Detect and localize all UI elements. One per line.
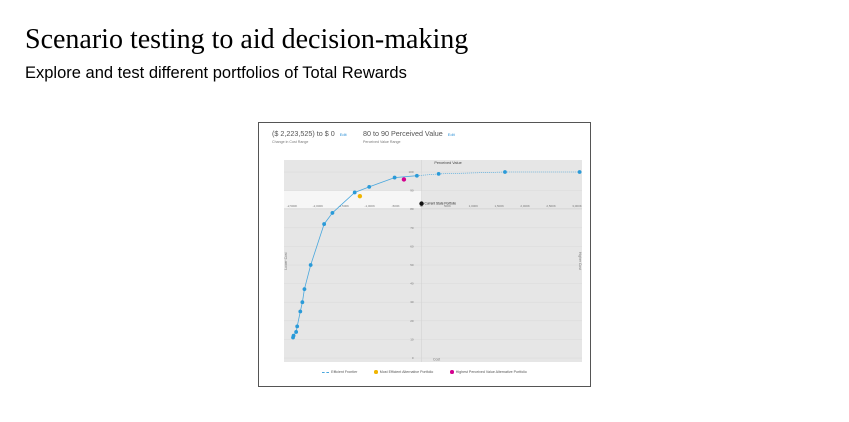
y-tick-label: 100 (409, 170, 414, 174)
frontier-point (392, 175, 397, 180)
frontier-point (436, 171, 441, 176)
y-tick-label: 20 (410, 319, 414, 323)
frontier-point (300, 300, 305, 305)
legend-highest-value: Highest Perceived Value Alternative Port… (450, 370, 527, 374)
frontier-point (322, 222, 327, 226)
frontier-point (414, 173, 419, 178)
current-state-label: Current State Portfolio (425, 202, 457, 206)
slide-title: Scenario testing to aid decision-making (25, 24, 469, 55)
cost-range-edit-link[interactable]: Edit (339, 132, 347, 137)
value-range-edit-link[interactable]: Edit (447, 132, 455, 137)
x-tick-label: -1,000K (364, 204, 375, 208)
value-range-band (284, 190, 422, 210)
slide-subtitle: Explore and test different portfolios of… (25, 64, 407, 82)
x-tick-label: -2,500K (287, 204, 298, 208)
x-tick-label: 0K (420, 204, 424, 208)
most-efficient-point (357, 193, 363, 199)
x-tick-label: -1,500K (339, 204, 350, 208)
chart-title: Perceived Value (434, 161, 461, 165)
frontier-point (295, 324, 300, 329)
x-axis-label: Cost (433, 358, 440, 362)
x-tick-label: 2,500K (546, 204, 556, 208)
x-tick-label: 500K (444, 204, 451, 208)
value-range-value: 80 to 90 Perceived Value (363, 129, 443, 138)
x-tick-label: 1,000K (469, 204, 479, 208)
y-tick-label: 60 (410, 244, 414, 248)
y-tick-label: 70 (410, 226, 414, 230)
y-tick-label: 50 (410, 263, 414, 267)
frontier-point (298, 309, 303, 314)
x-tick-label: -500K (392, 204, 400, 208)
x-tick-label: -2,000K (313, 204, 324, 208)
highest-value-point (401, 177, 407, 182)
value-range-filter: 80 to 90 Perceived Value Edit (363, 129, 455, 138)
frontier-point (294, 330, 299, 334)
legend-most-efficient: Most Efficient Alternative Portfolio (374, 370, 433, 374)
frontier-point (577, 170, 582, 174)
y-tick-label: 10 (410, 337, 414, 341)
current-state-point (419, 201, 424, 206)
y-tick-label: 80 (410, 207, 414, 211)
y-axis-label-left: Lower Cost (284, 252, 288, 269)
frontier-point (330, 211, 335, 215)
y-tick-label: 30 (410, 300, 414, 304)
x-tick-label: 3,000K (572, 204, 582, 208)
frontier-point (352, 190, 357, 195)
frontier-point (367, 184, 372, 189)
x-tick-label: 2,000K (520, 204, 530, 208)
y-tick-label: 0 (412, 356, 414, 360)
frontier-point (291, 333, 296, 338)
legend-efficient-frontier: Efficient Frontier (322, 370, 357, 374)
y-tick-label: 90 (410, 189, 414, 193)
cost-range-value: ($ 2,223,525) to $ 0 (272, 129, 335, 138)
cost-range-filter: ($ 2,223,525) to $ 0 Edit (272, 129, 347, 138)
y-tick-label: 40 (410, 282, 414, 286)
scenario-chart-panel: ($ 2,223,525) to $ 0 Edit Change in Cost… (258, 122, 591, 387)
efficient-frontier-chart: -2,500K -2,000K -1,500K -1,000K -500K 0K 500K 1… (284, 160, 582, 362)
frontier-point (503, 170, 507, 174)
value-range-caption: Perceived Value Range (363, 140, 401, 144)
cost-range-caption: Change in Cost Range (272, 140, 309, 144)
plot-area (284, 160, 582, 362)
y-axis-label-right: Higher Cost (578, 252, 582, 270)
efficient-frontier-line-dashed (416, 171, 580, 176)
frontier-point (302, 287, 307, 292)
x-tick-label: 1,500K (495, 204, 505, 208)
chart-legend: Efficient Frontier Most Efficient Altern… (259, 370, 590, 374)
frontier-point (308, 263, 313, 267)
